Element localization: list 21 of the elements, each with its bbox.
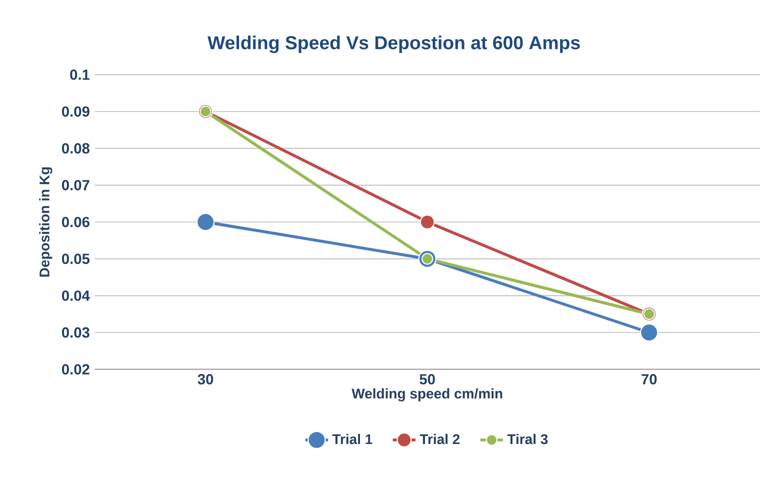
point xyxy=(196,212,215,232)
y-tick-label: 0.09 xyxy=(62,106,90,117)
y-tick-label: 0.07 xyxy=(62,180,90,190)
y-axis-title: Deposition in Kg xyxy=(39,167,52,277)
legend-label: Trial 2 xyxy=(420,434,460,444)
y-tick-label: 0.1 xyxy=(70,69,90,80)
chart-title: Welding Speed Vs Depostion at 600 Amps xyxy=(208,36,580,54)
y-tick-label: 0.02 xyxy=(62,364,90,375)
point xyxy=(640,323,658,342)
y-tick-label: 0.08 xyxy=(62,143,90,154)
x-tick-label: 30 xyxy=(198,374,214,384)
x-axis-title: Welding speed cm/min xyxy=(352,388,502,402)
legend-label: Trial 1 xyxy=(332,434,372,444)
x-tick-label: 50 xyxy=(420,374,435,384)
y-tick-label: 0.05 xyxy=(62,254,90,264)
point xyxy=(420,214,435,230)
y-tick-label: 0.04 xyxy=(62,290,90,301)
y-tick-label: 0.06 xyxy=(62,216,90,228)
y-tick-label: 0.03 xyxy=(62,327,90,338)
x-tick-label: 70 xyxy=(642,374,657,384)
legend-label: Tiral 3 xyxy=(507,434,548,444)
